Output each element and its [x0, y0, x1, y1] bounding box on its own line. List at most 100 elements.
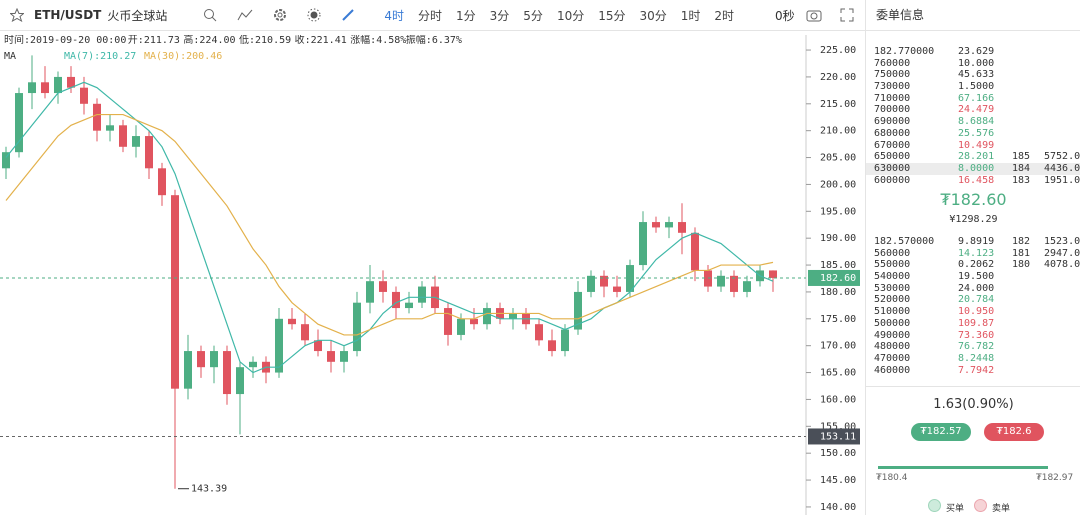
search-icon[interactable]	[203, 8, 217, 22]
candle-body	[119, 125, 127, 147]
order-row[interactable]: 480000 76.782	[866, 341, 1080, 353]
interval-button[interactable]: 15分	[598, 8, 626, 23]
order-row[interactable]: 650000 28.201 185 5752.0	[866, 151, 1080, 163]
order-row[interactable]: 670000 10.499	[866, 140, 1080, 152]
y-tick-label: 145.00	[820, 475, 856, 486]
order-amount: 25.576	[958, 127, 995, 139]
interval-button[interactable]: 分时	[418, 8, 443, 23]
order-total: 4436.0	[1044, 162, 1080, 174]
order-row[interactable]: 630000 8.0000 184 4436.0	[866, 162, 1080, 175]
theme-icon[interactable]	[307, 8, 321, 22]
order-row[interactable]: 510000 10.950	[866, 306, 1080, 318]
order-price: 460000	[874, 364, 911, 376]
settings-icon[interactable]	[273, 8, 287, 22]
crosshair-box	[808, 428, 860, 445]
camera-icon[interactable]	[806, 8, 822, 22]
interval-button[interactable]: 2时	[714, 8, 735, 23]
ma-line	[5, 81, 774, 374]
interval-button[interactable]: 3分	[489, 8, 510, 23]
order-row[interactable]: 530000 24.000	[866, 283, 1080, 295]
candle-body	[639, 222, 647, 266]
sell-legend-dot	[974, 499, 987, 512]
order-row[interactable]: 460000 7.7942	[866, 365, 1080, 377]
order-row[interactable]: 700000 24.479	[866, 104, 1080, 116]
candle-body	[54, 76, 62, 94]
order-amount: 20.784	[958, 294, 995, 306]
candle-body	[132, 136, 140, 147]
order-amount: 10.950	[958, 306, 995, 318]
candle-body	[106, 125, 114, 131]
order-row[interactable]: 550000 0.2062 180 4078.0	[866, 259, 1080, 271]
sell-button[interactable]: ₮182.6	[984, 423, 1044, 441]
candle-body	[665, 222, 673, 228]
order-count: 185	[1012, 151, 1031, 163]
order-row[interactable]: 500000 109.87	[866, 318, 1080, 330]
order-price: 550000	[874, 259, 911, 271]
y-tick-label: 185.00	[820, 260, 856, 271]
order-row[interactable]: 760000 10.000	[866, 58, 1080, 70]
candle-body	[691, 232, 699, 271]
candle-body	[652, 222, 660, 228]
order-price: 710000	[874, 92, 911, 104]
candle-body	[405, 302, 413, 309]
candle-body	[717, 275, 725, 287]
candle-body	[145, 136, 153, 169]
candle-body	[548, 340, 556, 352]
order-row[interactable]: 680000 25.576	[866, 128, 1080, 140]
order-amount: 8.2448	[958, 352, 995, 364]
slider-max: ₮182.97	[1036, 473, 1074, 483]
order-amount: 67.166	[958, 92, 995, 104]
interval-button[interactable]: 4时	[384, 8, 404, 23]
interval-button[interactable]: 1时	[680, 8, 701, 23]
slider-track[interactable]	[878, 466, 1048, 469]
order-row[interactable]: 182.570000 9.8919 182 1523.0	[866, 236, 1080, 248]
ohlc-info: 收:221.41	[295, 35, 347, 46]
indicator-icon[interactable]	[237, 8, 253, 22]
candle-body	[470, 318, 478, 325]
draw-icon[interactable]	[341, 8, 355, 22]
order-price: 680000	[874, 127, 911, 139]
candle-body	[340, 351, 348, 362]
order-row[interactable]: 182.770000 23.629	[866, 46, 1080, 58]
y-tick-label: 220.00	[820, 72, 856, 83]
interval-button[interactable]: 1分	[456, 8, 476, 23]
candle-body	[587, 275, 595, 292]
order-amount: 19.500	[958, 271, 995, 283]
candle-body	[457, 318, 465, 335]
order-row[interactable]: 750000 45.633	[866, 69, 1080, 81]
candle-body	[561, 329, 569, 352]
interval-button[interactable]: 5分	[523, 8, 543, 23]
order-count: 182	[1012, 236, 1031, 247]
order-row[interactable]: 710000 67.166	[866, 93, 1080, 105]
order-amount: 45.633	[958, 69, 995, 81]
order-row[interactable]: 560000 14.123 181 2947.0	[866, 248, 1080, 260]
exchange: 火币全球站	[107, 8, 168, 23]
order-row[interactable]: 470000 8.2448	[866, 353, 1080, 365]
star-icon[interactable]	[10, 8, 24, 22]
fullscreen-icon[interactable]	[840, 8, 854, 22]
order-amount: 0.2062	[958, 259, 995, 271]
interval-button[interactable]: 10分	[556, 8, 585, 23]
order-row[interactable]: 600000 16.458 183 1951.0	[866, 175, 1080, 187]
order-row[interactable]: 690000 8.6884	[866, 116, 1080, 128]
candle-body	[730, 275, 738, 292]
candlestick-chart: 140.00 145.00 150.00 155.00 160.00 165.00 170.…	[0, 35, 860, 515]
legend-label: MA(30):200.46	[144, 51, 222, 62]
order-price: 760000	[874, 57, 911, 69]
buy-legend-dot	[928, 499, 941, 512]
order-price: 630000	[874, 162, 911, 174]
order-amount: 8.0000	[958, 162, 995, 174]
panel-title: 委单信息	[866, 0, 1080, 31]
y-tick-label: 190.00	[820, 233, 856, 244]
order-count: 180	[1012, 259, 1031, 271]
order-price: 690000	[874, 116, 911, 128]
order-row[interactable]: 540000 19.500	[866, 271, 1080, 283]
order-price: 750000	[874, 69, 911, 81]
order-row[interactable]: 520000 20.784	[866, 294, 1080, 306]
buy-button[interactable]: ₮182.57	[911, 423, 971, 441]
y-tick-label: 225.00	[820, 45, 856, 56]
order-row[interactable]: 490000 73.360	[866, 330, 1080, 342]
candle-body	[509, 313, 517, 319]
order-row[interactable]: 730000 1.5000	[866, 81, 1080, 93]
interval-button[interactable]: 30分	[639, 8, 667, 23]
